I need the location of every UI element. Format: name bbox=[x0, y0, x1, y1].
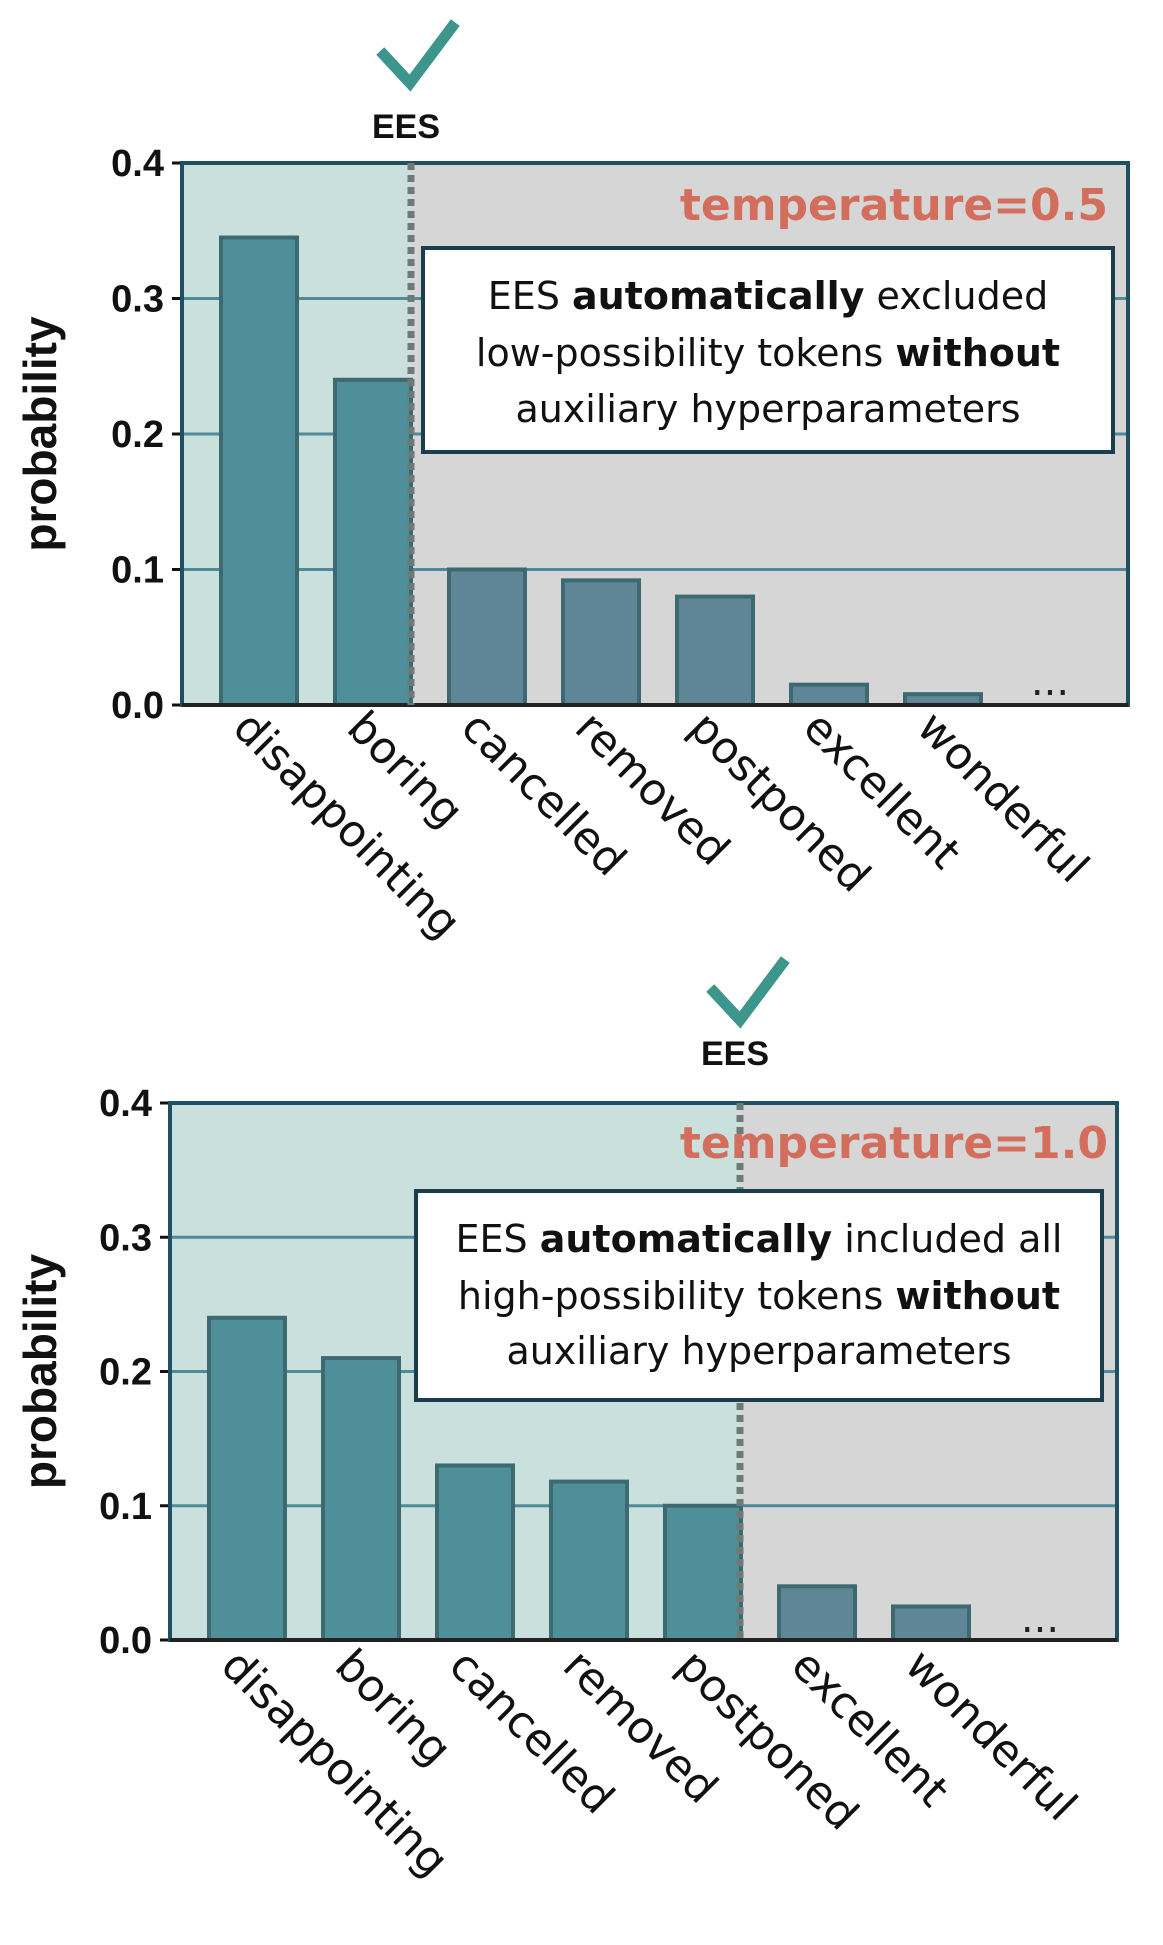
annotation-text: excluded bbox=[864, 274, 1048, 318]
chart-panel-1: 0.00.10.20.30.4probabilitydisappointingb… bbox=[14, 19, 1130, 949]
bar-removed bbox=[549, 1479, 629, 1642]
annotation-line: low-possibility tokens without bbox=[476, 331, 1060, 375]
temperature-label: temperature=0.5 bbox=[680, 180, 1108, 231]
annotation-text: auxiliary hyperparameters bbox=[515, 387, 1020, 431]
annotation-bold-text: without bbox=[895, 1274, 1060, 1318]
checkmark-icon bbox=[706, 956, 790, 1029]
y-tick-label: 0.4 bbox=[99, 1083, 152, 1125]
annotation-box bbox=[421, 246, 1115, 454]
chart-panel-2: 0.00.10.20.30.4probabilitydisappointingb… bbox=[14, 956, 1119, 1887]
annotation-bold-text: automatically bbox=[540, 1217, 833, 1261]
annotation-line: EES automatically included all bbox=[456, 1217, 1063, 1261]
bar-boring bbox=[333, 377, 413, 707]
ellipsis: ... bbox=[1031, 659, 1069, 705]
bar-disappointing bbox=[207, 1315, 287, 1643]
annotation-line: EES automatically excluded bbox=[488, 274, 1048, 318]
y-tick-label: 0.3 bbox=[99, 1217, 152, 1259]
y-axis-label: probability bbox=[14, 316, 66, 552]
annotation-text: EES bbox=[456, 1217, 540, 1261]
ees-label: EES bbox=[701, 1035, 769, 1073]
bar-wonderful bbox=[891, 1604, 971, 1642]
y-tick-label: 0.0 bbox=[99, 1620, 152, 1662]
annotation-line: high-possibility tokens without bbox=[458, 1274, 1060, 1318]
annotation-line: auxiliary hyperparameters bbox=[506, 1329, 1011, 1373]
y-axis-label: probability bbox=[14, 1254, 66, 1490]
annotation-bold-text: without bbox=[895, 331, 1060, 375]
annotation-box bbox=[414, 1189, 1104, 1402]
annotation-text: high-possibility tokens bbox=[458, 1274, 895, 1318]
bar-disappointing bbox=[219, 235, 299, 707]
y-tick-label: 0.1 bbox=[111, 550, 164, 592]
y-tick-label: 0.0 bbox=[111, 685, 164, 727]
annotation-text: EES bbox=[488, 274, 572, 318]
bar-cancelled bbox=[435, 1463, 515, 1642]
annotation-text: included all bbox=[832, 1217, 1062, 1261]
y-tick-label: 0.2 bbox=[99, 1352, 152, 1394]
annotation-bold-text: automatically bbox=[572, 274, 865, 318]
ellipsis: ... bbox=[1021, 1596, 1059, 1642]
y-tick-label: 0.1 bbox=[99, 1486, 152, 1528]
ees-label: EES bbox=[372, 108, 440, 146]
bar-excellent bbox=[777, 1584, 857, 1643]
checkmark-icon bbox=[376, 19, 460, 92]
annotation-line: auxiliary hyperparameters bbox=[515, 387, 1020, 431]
y-tick-label: 0.3 bbox=[111, 279, 164, 321]
bar-boring bbox=[321, 1356, 401, 1642]
bar-cancelled bbox=[447, 567, 527, 707]
bar-removed bbox=[561, 578, 641, 708]
y-tick-label: 0.4 bbox=[111, 143, 164, 185]
y-tick-label: 0.2 bbox=[111, 414, 164, 456]
temperature-label: temperature=1.0 bbox=[680, 1118, 1108, 1169]
bar-postponed bbox=[663, 1503, 743, 1642]
annotation-text: low-possibility tokens bbox=[476, 331, 896, 375]
bar-postponed bbox=[675, 594, 755, 707]
annotation-text: auxiliary hyperparameters bbox=[506, 1329, 1011, 1373]
